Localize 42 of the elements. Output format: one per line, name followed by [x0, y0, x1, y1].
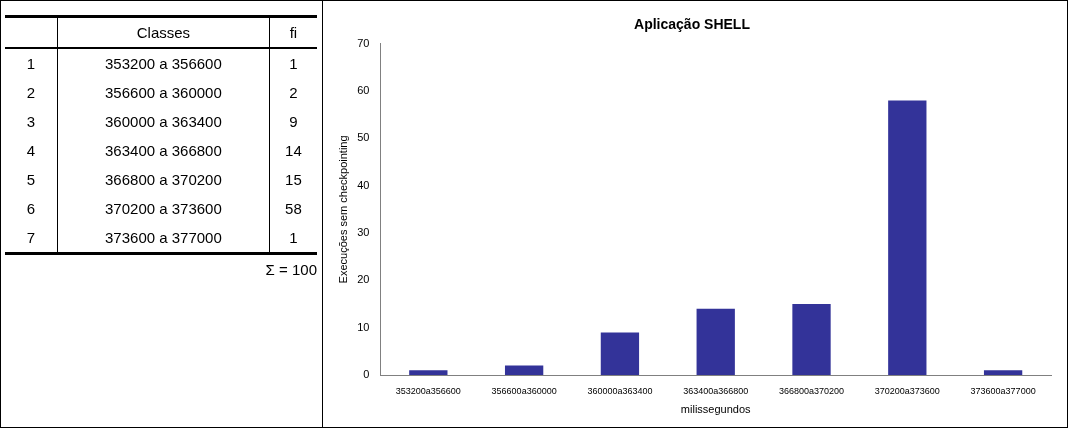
- text: 3: [5, 107, 58, 136]
- text: Σ = 100: [264, 261, 317, 278]
- y-tick-label: 0: [363, 368, 370, 381]
- x-tick-label: 373600a377000: [970, 385, 1036, 396]
- x-tick-label: 370200a373600: [874, 385, 940, 396]
- x-tick-label: 363400a366800: [683, 385, 749, 396]
- y-axis-title: Execuções sem checkpointing: [336, 135, 349, 284]
- text: 14: [269, 136, 317, 165]
- text: 7: [5, 223, 58, 254]
- y-tick-label: 60: [357, 84, 370, 97]
- x-tick-label: 366800a370200: [778, 385, 845, 396]
- x-tick-label: 353200a356600: [395, 385, 461, 396]
- y-tick-label: 40: [357, 178, 370, 191]
- text: 9: [269, 107, 317, 136]
- text: 5: [5, 165, 58, 194]
- text: 360000 a 363400: [57, 107, 270, 136]
- text: 366800 a 370200: [57, 165, 270, 194]
- y-tick-label: 30: [357, 226, 370, 239]
- y-tick-label: 20: [357, 273, 370, 286]
- x-tick-label: 360000a363400: [587, 385, 653, 396]
- text: 2: [269, 78, 317, 107]
- y-tick-label: 70: [357, 36, 370, 49]
- text: 1: [269, 223, 317, 254]
- text: 373600 a 377000: [57, 223, 270, 254]
- x-axis-title: milissegundos: [680, 403, 752, 416]
- y-tick-label: 50: [357, 131, 370, 144]
- chart-title: Aplicação SHELL: [634, 16, 751, 33]
- text: fi: [269, 16, 317, 48]
- text: 1: [5, 48, 58, 78]
- text: 1: [269, 48, 317, 78]
- text: 353200 a 356600: [57, 48, 270, 78]
- text: 58: [269, 194, 317, 223]
- text: 4: [5, 136, 58, 165]
- y-tick-label: 10: [357, 320, 370, 333]
- text: 2: [5, 78, 58, 107]
- text: 356600 a 360000: [57, 78, 270, 107]
- text: 363400 a 366800: [57, 136, 270, 165]
- x-tick-label: 356600a360000: [491, 385, 557, 396]
- text: 6: [5, 194, 58, 223]
- text: Classes: [57, 16, 270, 48]
- text: 15: [269, 165, 317, 194]
- text: 370200 a 373600: [57, 194, 270, 223]
